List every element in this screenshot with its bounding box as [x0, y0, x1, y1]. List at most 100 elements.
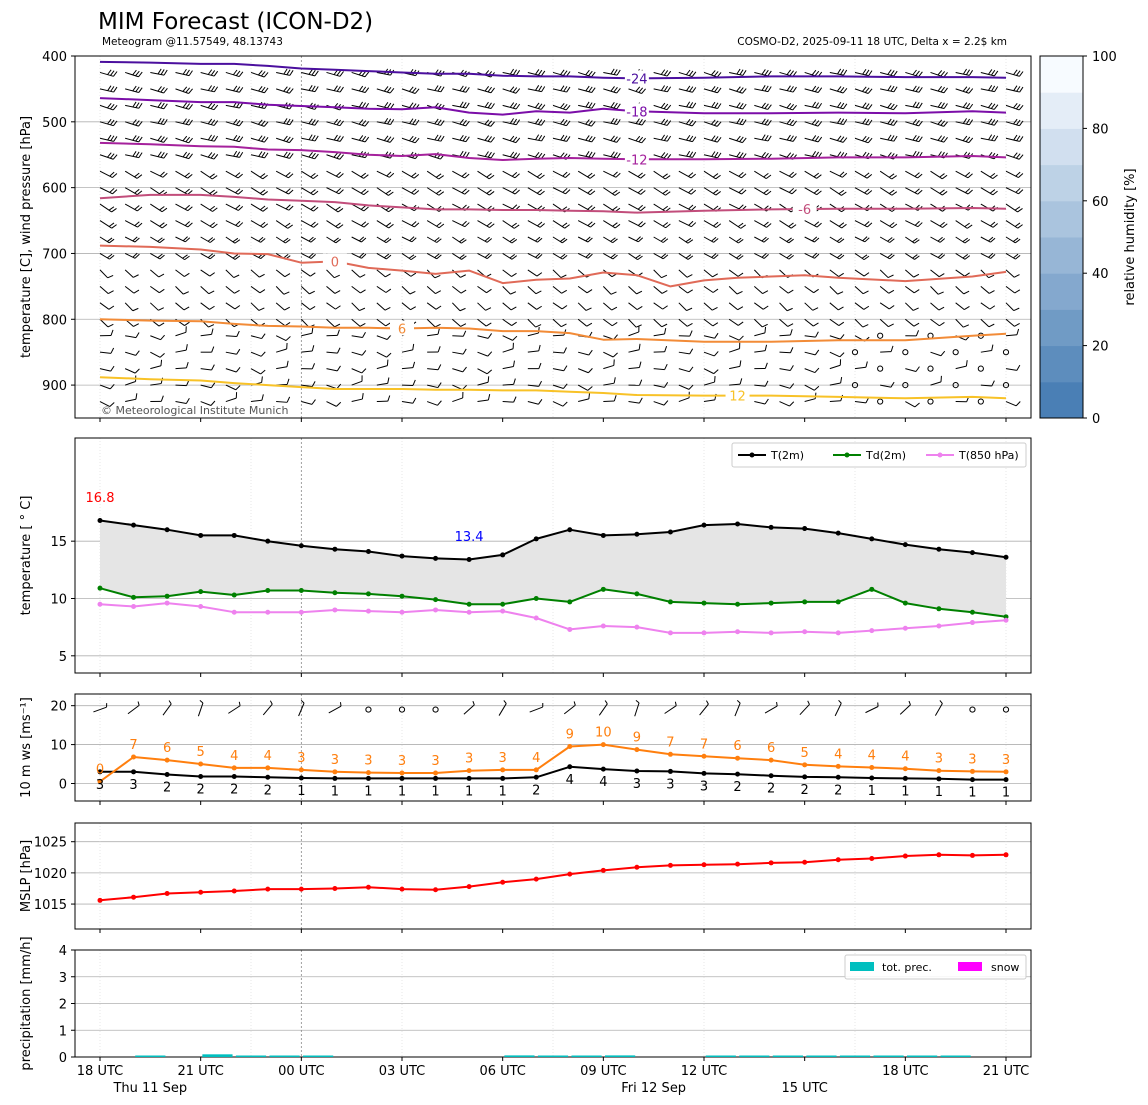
- wind-barb: [804, 187, 822, 196]
- series-point: [600, 586, 606, 592]
- wind-barb: [934, 700, 943, 716]
- isotherm-label: 6: [398, 322, 406, 337]
- wind-series-point: [969, 777, 975, 783]
- time-tick-label: 18 UTC: [77, 1064, 123, 1079]
- wind-barb: [301, 118, 319, 126]
- wind-barb: [879, 253, 895, 260]
- wind-barb: [1005, 328, 1020, 337]
- wind-barb: [124, 170, 143, 179]
- wind-barb: [351, 285, 366, 294]
- wind-barb: [703, 302, 718, 311]
- series-point: [701, 600, 707, 606]
- wind-barb: [804, 252, 820, 259]
- wind-barb: [276, 360, 289, 370]
- wind-barb: [754, 236, 769, 243]
- wind-barb: [125, 119, 143, 127]
- wind-barb: [552, 85, 571, 93]
- wind-gust-label: 3: [431, 754, 439, 769]
- series-point: [768, 524, 774, 530]
- wind-barb: [527, 380, 542, 387]
- wind-barb: [150, 269, 165, 278]
- wind-barb: [804, 85, 823, 94]
- wind-barb: [729, 378, 743, 386]
- wind-barb: [376, 302, 391, 311]
- wind-barb: [829, 269, 844, 277]
- wind-barb: [225, 119, 244, 127]
- wind-barb: [804, 170, 822, 179]
- wind-barb: [880, 85, 898, 93]
- wind-barb: [955, 318, 970, 328]
- location-subtitle: Meteogram @11.57549, 48.13743: [102, 36, 283, 48]
- mslp-point: [231, 888, 237, 894]
- wind-barb: [804, 384, 820, 391]
- mslp-y-axis-label: MSLP [hPa]: [19, 840, 34, 912]
- wind-barb: [426, 302, 442, 310]
- wind-series-point: [735, 755, 741, 761]
- wind-barb: [779, 365, 794, 372]
- wind-barb: [426, 187, 445, 196]
- mslp-point: [332, 885, 338, 891]
- wind-barb: [854, 220, 873, 228]
- wind-barb: [200, 285, 215, 295]
- wind-barb: [653, 220, 671, 229]
- series-point: [97, 601, 103, 607]
- wind-barb: [426, 236, 442, 243]
- time-tick-label: 03 UTC: [379, 1064, 425, 1079]
- precip-bar: [537, 1055, 569, 1057]
- mslp-point: [902, 853, 908, 859]
- wind-series-point: [936, 768, 942, 774]
- wind-barb: [301, 381, 316, 388]
- wind-barb: [754, 326, 767, 337]
- series-point: [399, 609, 405, 615]
- wind-barb: [628, 302, 643, 311]
- wind-barb: [1005, 269, 1020, 278]
- wind-barb: [326, 365, 341, 372]
- wind-barb: [754, 285, 769, 295]
- time-tick-label: 18 UTC: [882, 1064, 928, 1079]
- wind-barb: [930, 135, 948, 143]
- colorbar-tick-label: 100: [1092, 50, 1117, 65]
- wind-barb: [603, 351, 618, 358]
- wind-barb: [250, 119, 269, 127]
- series-point: [600, 623, 606, 629]
- wind-barb: [653, 345, 668, 353]
- wind-barb: [779, 329, 793, 337]
- wind-barb: [301, 269, 316, 277]
- wind-barb: [452, 253, 467, 260]
- series-point: [533, 595, 539, 601]
- precip-y-tick-label: 0: [59, 1051, 67, 1066]
- upper-y-tick-label: 700: [42, 247, 67, 262]
- mslp-point: [835, 857, 841, 863]
- wind-barb: [754, 85, 772, 93]
- colorbar-tick-label: 0: [1092, 412, 1100, 427]
- wind-barb: [452, 366, 467, 373]
- wind-series-point: [936, 776, 942, 782]
- wind-barb: [628, 343, 641, 353]
- wind-barb: [552, 170, 571, 178]
- wind-barb: [401, 236, 417, 243]
- wind-barb: [577, 187, 596, 196]
- wind-series-point: [1003, 769, 1009, 775]
- mslp-point: [97, 897, 103, 903]
- wind-series-point: [198, 761, 204, 767]
- wind-barb: [376, 220, 394, 229]
- wind-barb: [728, 302, 744, 311]
- wind-speed-label: 1: [364, 784, 372, 799]
- wind-barb: [603, 170, 621, 178]
- temp-y-axis-label: temperature [ ° C]: [19, 496, 34, 616]
- wind-barb: [401, 397, 417, 404]
- series-point: [902, 600, 908, 606]
- wind-barb: [376, 187, 394, 196]
- wind-barb: [502, 236, 518, 244]
- wind-barb: [150, 68, 168, 76]
- series-point: [500, 552, 506, 558]
- legend-label-td2m: Td(2m): [865, 449, 906, 462]
- series-point: [265, 587, 271, 593]
- wind-barb: [326, 187, 344, 195]
- wind-series-point: [298, 767, 304, 773]
- wind-barb: [678, 134, 697, 143]
- wind-barb: [754, 170, 772, 180]
- wind-barb: [452, 318, 467, 327]
- series-point: [567, 626, 573, 632]
- wind-barb: [905, 253, 920, 260]
